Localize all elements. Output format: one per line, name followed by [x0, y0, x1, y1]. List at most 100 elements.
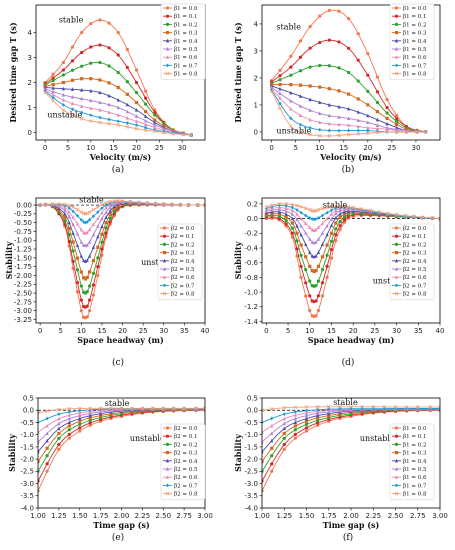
x-axis-label: Velocity (m/s) [319, 152, 382, 162]
legend-marker [165, 71, 170, 76]
legend-entry: β1 = 0.7 [174, 63, 198, 69]
data-point [290, 231, 294, 235]
data-point [342, 218, 347, 222]
data-point [79, 227, 83, 232]
data-point [88, 119, 93, 123]
data-point [356, 110, 360, 114]
data-point [51, 83, 55, 87]
data-point [327, 134, 332, 138]
data-point [79, 116, 84, 121]
legend-entry: β1 = 0.1 [403, 434, 427, 440]
data-point [329, 205, 334, 209]
legend: β1 = 0.0 β1 = 0.1 β1 = 0.2 β1 = 0.3 β1 = 0.4… [160, 3, 206, 81]
data-point [310, 253, 314, 258]
data-point [100, 247, 104, 251]
data-point [109, 407, 113, 411]
data-point [87, 270, 92, 274]
data-point [310, 240, 314, 244]
data-point [171, 131, 175, 136]
data-point [89, 21, 93, 26]
data-point [270, 423, 274, 428]
data-point [107, 64, 111, 68]
data-point [38, 459, 40, 464]
data-point [314, 314, 318, 318]
data-point [79, 270, 83, 274]
legend-entry: β1 = 0.4 [174, 39, 198, 45]
data-point [143, 128, 148, 132]
y-tick-label: 1 [28, 104, 32, 112]
data-point [109, 406, 113, 411]
data-point [87, 240, 92, 244]
data-point [385, 116, 389, 120]
data-point [100, 202, 104, 207]
legend-marker [162, 258, 167, 263]
legend-marker [165, 63, 170, 68]
data-point [393, 405, 398, 409]
data-point [277, 207, 281, 212]
data-point [284, 215, 288, 219]
x-tick-label: 1.75 [321, 512, 337, 520]
legend-entry: β2 = 0.7 [174, 483, 198, 489]
data-point [70, 107, 75, 112]
legend-marker [394, 47, 399, 51]
data-point [385, 97, 389, 102]
legend-entry: β1 = 0.2 [174, 22, 198, 28]
data-point [290, 202, 295, 207]
y-tick-label: 1 [254, 101, 258, 109]
data-point [337, 404, 342, 409]
data-point [153, 123, 157, 127]
data-point [342, 212, 347, 216]
data-point [38, 203, 43, 207]
data-point [395, 119, 399, 124]
data-point [438, 405, 440, 409]
series-group [264, 201, 440, 318]
data-point [329, 217, 334, 221]
data-point [189, 133, 194, 137]
data-point [308, 125, 312, 130]
data-point [57, 208, 61, 212]
data-point [116, 119, 120, 124]
data-point [75, 207, 80, 212]
data-point [320, 221, 325, 225]
data-point [96, 265, 100, 269]
series-group [262, 404, 440, 493]
y-tick-label: -1.0 [244, 289, 258, 297]
data-point [325, 253, 329, 257]
data-point [61, 80, 66, 85]
data-point [304, 281, 308, 285]
data-point [50, 202, 55, 206]
data-point [70, 59, 75, 63]
data-point [318, 40, 322, 45]
legend-entry: β2 = 0.5 [174, 467, 198, 473]
x-tick-label: 1.25 [276, 512, 292, 520]
data-point [316, 207, 321, 212]
data-point [71, 222, 75, 227]
data-point [329, 208, 334, 213]
data-point [308, 225, 312, 230]
data-point [356, 124, 360, 129]
data-point [310, 269, 314, 273]
legend-entry: β1 = 0.8 [403, 492, 427, 498]
data-point [293, 436, 297, 440]
data-point [51, 72, 55, 76]
data-point [108, 205, 112, 210]
data-point [43, 90, 48, 95]
data-point [70, 101, 75, 106]
legend-entry: β2 = 0.1 [171, 234, 195, 240]
data-point [395, 113, 399, 118]
x-tick-label: 30 [159, 327, 168, 335]
data-point [70, 68, 75, 72]
data-point [91, 271, 96, 275]
data-point [338, 227, 342, 232]
legend-entry: β2 = 0.4 [171, 259, 195, 265]
data-point [394, 213, 399, 218]
data-point [144, 122, 148, 127]
legend-entry: β1 = 0.5 [403, 47, 427, 53]
data-point [320, 267, 325, 272]
data-point [325, 275, 329, 280]
data-point [87, 254, 92, 258]
data-point [70, 113, 75, 118]
data-point [293, 416, 297, 421]
legend-entry: β1 = 0.3 [403, 31, 427, 37]
y-tick-label: -1.50 [14, 254, 32, 262]
